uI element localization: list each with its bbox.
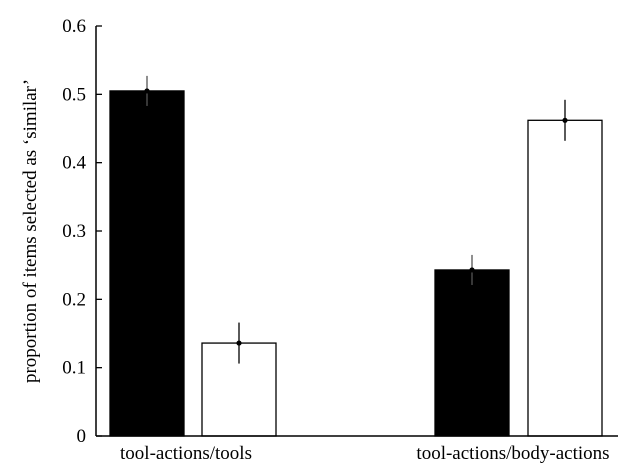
y-axis-title: proportion of items selected as ‘similar…	[20, 79, 41, 383]
bar-open-2	[527, 119, 603, 437]
y-axis-ticks: 0 0.1 0.2 0.3 0.4 0.5 0.6	[62, 16, 102, 447]
y-tick-label: 0.3	[62, 221, 86, 242]
bars	[109, 90, 603, 437]
error-bars	[144, 75, 568, 364]
x-category-label: tool-actions/body-actions	[416, 443, 609, 464]
y-tick-label: 0.2	[62, 289, 86, 310]
y-tick-label: 0	[77, 426, 87, 447]
y-tick-label: 0.6	[62, 16, 86, 37]
mean-point	[562, 117, 568, 123]
x-category-label: tool-actions/tools	[120, 443, 252, 464]
y-tick-label: 0.5	[62, 84, 86, 105]
bar-filled-2	[434, 269, 510, 437]
mean-point	[144, 88, 150, 94]
y-tick-label: 0.1	[62, 358, 86, 379]
x-axis-category-labels: tool-actions/tools tool-actions/body-acti…	[120, 443, 610, 464]
mean-point	[236, 340, 242, 346]
bar-filled-1	[109, 90, 185, 437]
mean-point	[469, 267, 475, 273]
y-tick-label: 0.4	[62, 153, 86, 174]
